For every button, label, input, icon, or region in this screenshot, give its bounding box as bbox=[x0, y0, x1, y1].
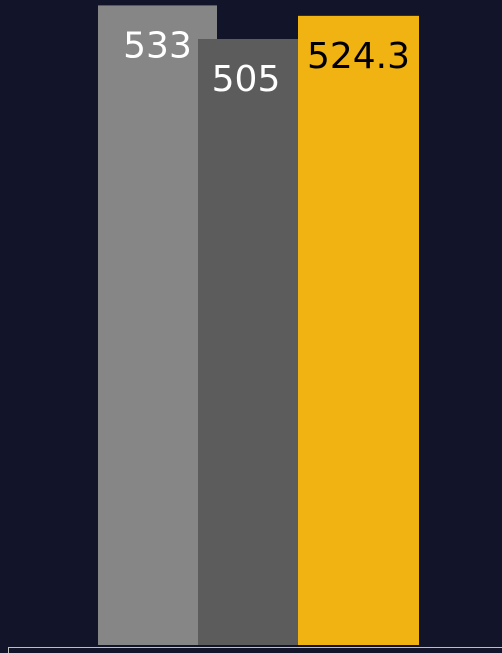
bar bbox=[198, 39, 298, 645]
data-label: 505 bbox=[212, 59, 281, 100]
data-label: 524.3 bbox=[307, 36, 410, 77]
bar bbox=[98, 5, 217, 645]
plot-frame bbox=[8, 647, 502, 653]
data-label: 533 bbox=[123, 25, 192, 66]
bar bbox=[298, 15, 419, 645]
